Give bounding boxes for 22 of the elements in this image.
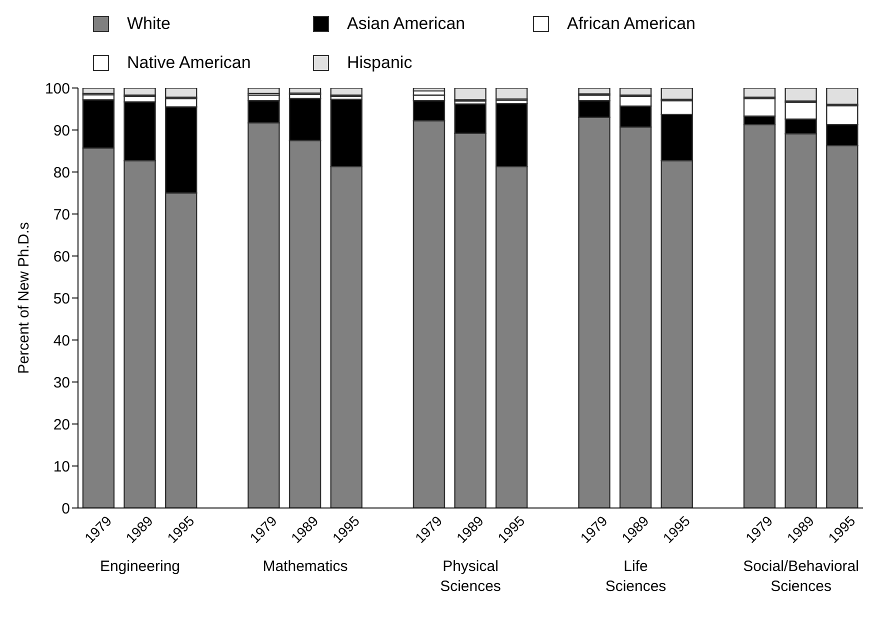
y-tick-label: 100: [44, 80, 70, 98]
legend-label: Hispanic: [347, 52, 412, 72]
text: Mathematics: [262, 558, 348, 575]
y-tick-label: 50: [53, 290, 70, 308]
text: Engineering: [100, 558, 180, 575]
legend-label: African American: [567, 14, 696, 34]
y-tick-label: 10: [53, 458, 70, 476]
y-tick-label: 20: [53, 416, 70, 434]
y-tick-label: 0: [62, 500, 70, 518]
y-axis-title: Percent of New Ph.D.s: [15, 222, 32, 374]
legend-label: Asian American: [347, 14, 466, 34]
legend-label: White: [127, 14, 170, 34]
text: Life Sciences: [605, 558, 666, 595]
y-tick-label: 40: [53, 332, 70, 350]
text: Social/Behavioral Sciences: [743, 558, 859, 595]
y-tick-label: 60: [53, 248, 70, 266]
y-tick-label: 90: [53, 122, 70, 140]
text: Physical Sciences: [440, 558, 501, 595]
y-tick-label: 30: [53, 374, 70, 392]
y-tick-label: 80: [53, 164, 70, 182]
y-tick-label: 70: [53, 206, 70, 224]
legend-label: Native American: [127, 52, 251, 72]
